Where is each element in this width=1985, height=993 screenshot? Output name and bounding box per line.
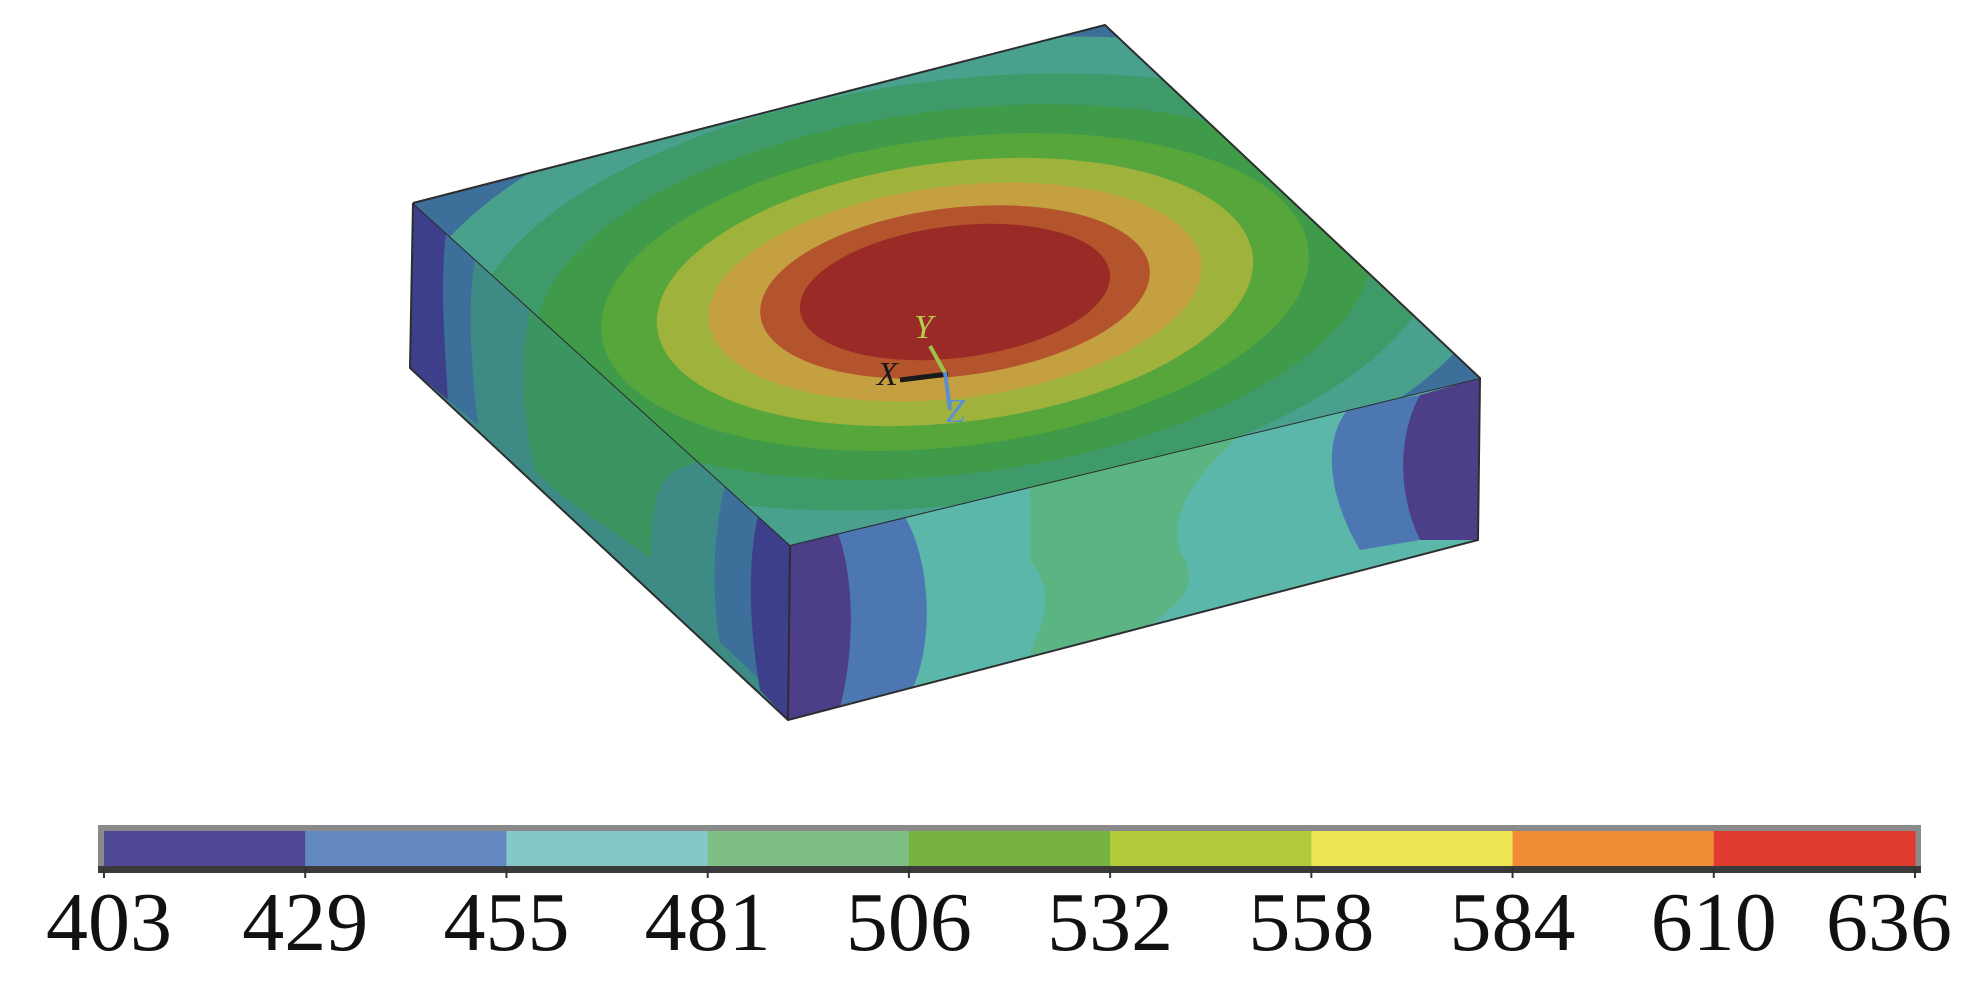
colorbar-tick-label: 636	[1826, 876, 1952, 969]
colorbar-tick-label: 584	[1450, 876, 1576, 969]
colorbar-tick-label: 558	[1248, 876, 1374, 969]
x-axis-arrow	[899, 371, 949, 383]
colorbar-shadow	[98, 866, 1921, 873]
colorbar-tick-label: 481	[645, 876, 771, 969]
colorbar-tick-label: 610	[1651, 876, 1777, 969]
colorbar-band	[1713, 831, 1916, 868]
colorbar-tick-label: 429	[242, 876, 368, 969]
top-contour-ring	[799, 223, 1111, 361]
plate-front-face	[788, 378, 1480, 720]
y-axis-label: Y	[914, 309, 936, 346]
colorbar: 403 429 455 481 506 532 558 584 610 636	[46, 825, 1952, 969]
colorbar-band	[104, 831, 306, 868]
colorbar-band	[908, 831, 1111, 868]
plate-left-face	[410, 203, 790, 720]
colorbar-band	[305, 831, 507, 868]
colorbar-tick-labels: 403 429 455 481 506 532 558 584 610 636	[46, 876, 1952, 969]
colorbar-tick-label: 403	[46, 876, 172, 969]
coordinate-triad: X Y Z	[875, 309, 966, 430]
y-axis-arrow	[928, 345, 947, 374]
colorbar-tick-label: 532	[1047, 876, 1173, 969]
colorbar-band	[1311, 831, 1514, 868]
colorbar-band	[1512, 831, 1715, 868]
colorbar-bands	[104, 831, 1916, 868]
colorbar-band	[1110, 831, 1312, 868]
z-axis-arrow	[943, 371, 952, 411]
colorbar-tick-label: 455	[443, 876, 569, 969]
plate-outline	[408, 23, 1482, 722]
colorbar-band	[506, 831, 709, 868]
colorbar-tick-marks	[103, 868, 1916, 878]
z-axis-label: Z	[946, 393, 966, 430]
colorbar-band	[707, 831, 910, 868]
x-axis-label: X	[875, 356, 899, 393]
colorbar-tick-label: 506	[846, 876, 972, 969]
